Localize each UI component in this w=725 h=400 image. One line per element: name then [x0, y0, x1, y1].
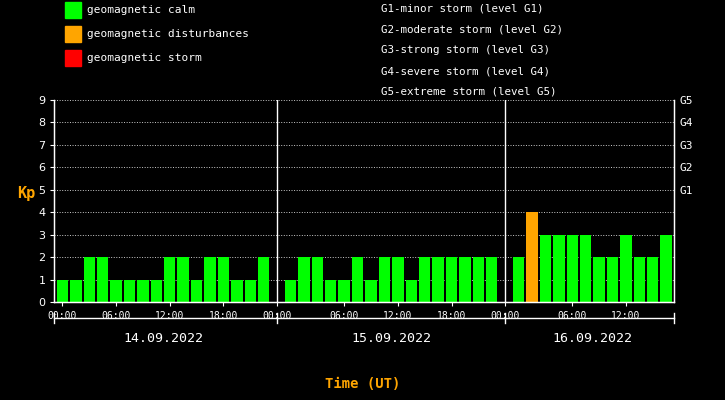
Text: G1-minor storm (level G1): G1-minor storm (level G1) [381, 4, 543, 14]
Text: Time (UT): Time (UT) [325, 377, 400, 391]
Bar [473, 257, 484, 302]
Bar [258, 257, 270, 302]
Bar [178, 257, 189, 302]
Bar [593, 257, 605, 302]
Bar [57, 280, 68, 302]
Bar [97, 257, 108, 302]
Bar [137, 280, 149, 302]
Bar [607, 257, 618, 302]
Bar [513, 257, 524, 302]
Text: geomagnetic disturbances: geomagnetic disturbances [87, 29, 249, 39]
Bar [70, 280, 81, 302]
Bar [151, 280, 162, 302]
Bar [566, 235, 578, 302]
Text: geomagnetic calm: geomagnetic calm [87, 5, 195, 15]
Text: 16.09.2022: 16.09.2022 [552, 332, 632, 344]
Bar [419, 257, 431, 302]
Text: 14.09.2022: 14.09.2022 [123, 332, 203, 344]
Bar [124, 280, 136, 302]
Bar [405, 280, 417, 302]
Bar [634, 257, 645, 302]
Bar [580, 235, 592, 302]
Bar [218, 257, 229, 302]
Text: G5-extreme storm (level G5): G5-extreme storm (level G5) [381, 87, 556, 97]
Bar [392, 257, 404, 302]
Bar [164, 257, 175, 302]
Bar [191, 280, 202, 302]
Text: 15.09.2022: 15.09.2022 [351, 332, 431, 344]
Bar [352, 257, 363, 302]
Bar [231, 280, 243, 302]
Bar [526, 212, 538, 302]
Bar [486, 257, 497, 302]
Bar [298, 257, 310, 302]
Bar [459, 257, 471, 302]
Text: G4-severe storm (level G4): G4-severe storm (level G4) [381, 66, 550, 76]
Bar [660, 235, 672, 302]
Bar [539, 235, 551, 302]
Text: geomagnetic storm: geomagnetic storm [87, 53, 202, 63]
Bar [285, 280, 297, 302]
Bar [647, 257, 658, 302]
Bar [110, 280, 122, 302]
Bar [312, 257, 323, 302]
Bar [204, 257, 216, 302]
Bar [553, 235, 565, 302]
Bar [621, 235, 631, 302]
Bar [378, 257, 390, 302]
Bar [244, 280, 256, 302]
Bar [83, 257, 95, 302]
Bar [432, 257, 444, 302]
Text: G2-moderate storm (level G2): G2-moderate storm (level G2) [381, 25, 563, 35]
Y-axis label: Kp: Kp [17, 186, 36, 201]
Text: G3-strong storm (level G3): G3-strong storm (level G3) [381, 45, 550, 55]
Bar [365, 280, 377, 302]
Bar [446, 257, 457, 302]
Bar [325, 280, 336, 302]
Bar [339, 280, 350, 302]
